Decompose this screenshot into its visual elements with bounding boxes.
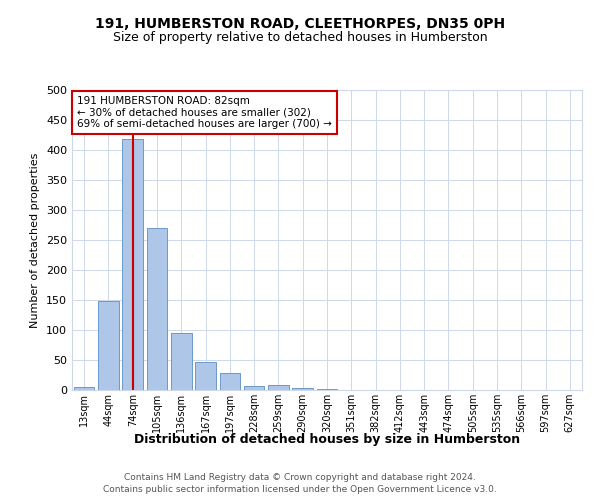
Bar [146,228,167,390]
Bar [122,139,143,390]
Bar [292,388,313,390]
Text: 191, HUMBERSTON ROAD, CLEETHORPES, DN35 0PH: 191, HUMBERSTON ROAD, CLEETHORPES, DN35 … [95,18,505,32]
Bar [171,333,191,390]
Bar [74,387,94,390]
Y-axis label: Number of detached properties: Number of detached properties [31,152,40,328]
Text: Contains public sector information licensed under the Open Government Licence v3: Contains public sector information licen… [103,485,497,494]
Bar [195,362,216,390]
Bar [244,386,265,390]
Text: 191 HUMBERSTON ROAD: 82sqm
← 30% of detached houses are smaller (302)
69% of sem: 191 HUMBERSTON ROAD: 82sqm ← 30% of deta… [77,96,332,129]
Bar [98,301,119,390]
Bar [268,384,289,390]
Bar [317,389,337,390]
Text: Distribution of detached houses by size in Humberston: Distribution of detached houses by size … [134,432,520,446]
Text: Size of property relative to detached houses in Humberston: Size of property relative to detached ho… [113,31,487,44]
Bar [220,372,240,390]
Text: Contains HM Land Registry data © Crown copyright and database right 2024.: Contains HM Land Registry data © Crown c… [124,472,476,482]
